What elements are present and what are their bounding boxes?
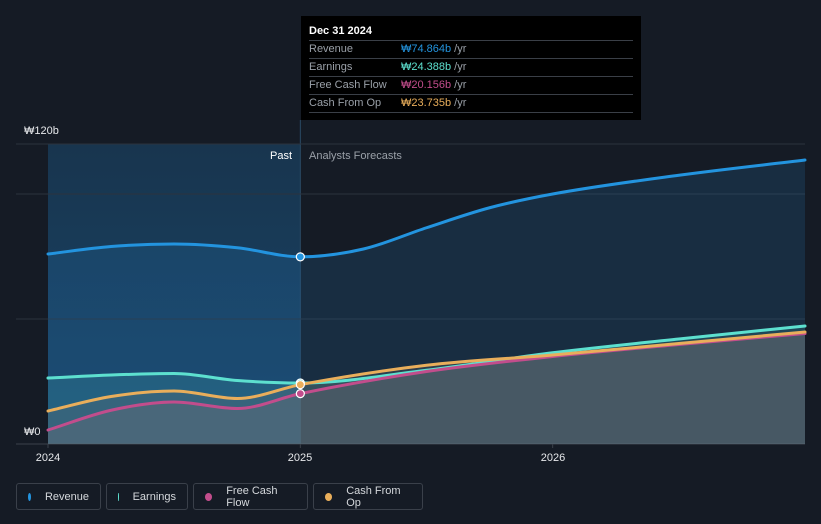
tooltip-row-free-cash-flow: Free Cash Flow ₩20.156b /yr [309, 76, 633, 94]
tooltip-unit: /yr [454, 61, 467, 73]
earnings-dot-icon [118, 492, 119, 501]
x-tick-label-2024: 2024 [35, 452, 61, 464]
earnings-area [48, 326, 805, 444]
tooltip-row-earnings: Earnings ₩24.388b /yr [309, 58, 633, 76]
cash-from-op-dot-icon [325, 492, 333, 501]
tooltip-label: Cash From Op [309, 97, 382, 109]
cash-from-op-line [46, 330, 807, 413]
revenue-dot-icon [28, 492, 31, 501]
legend-label: Cash From Op [346, 484, 401, 509]
legend-label: Earnings [132, 490, 176, 503]
y-tick-label-max: ₩120b [24, 125, 59, 137]
tooltip-value: ₩74.864b [401, 43, 452, 55]
x-tick-label-2026: 2026 [540, 452, 566, 464]
earnings-line [46, 324, 807, 385]
past-region-label: Past [270, 150, 293, 162]
tooltip-value: ₩24.388b [401, 61, 452, 73]
tooltip-row-revenue: Revenue ₩74.864b /yr [309, 40, 633, 58]
tooltip-value: ₩20.156b [401, 79, 452, 91]
forecast-region-label: Analysts Forecasts [309, 150, 402, 162]
tooltip-label: Free Cash Flow [309, 79, 387, 91]
y-tick-label-zero: ₩0 [24, 426, 41, 438]
x-tick-label-2025: 2025 [287, 452, 313, 464]
free-cash-flow-marker [295, 389, 305, 399]
tooltip-date: Dec 31 2024 [309, 25, 372, 37]
legend-label: Free Cash Flow [226, 484, 278, 509]
legend-item-earnings[interactable]: Earnings [106, 483, 188, 510]
free-cash-flow-area [48, 333, 805, 444]
revenue-line [46, 158, 807, 259]
tooltip-row-cash-from-op: Cash From Op ₩23.735b /yr [309, 94, 633, 113]
legend-item-free-cash-flow[interactable]: Free Cash Flow [193, 483, 308, 510]
grid-layer [16, 120, 805, 448]
revenue-area [48, 160, 805, 444]
area-layer [48, 160, 805, 444]
tooltip-label: Revenue [309, 43, 354, 55]
legend-item-revenue[interactable]: Revenue [16, 483, 101, 510]
tooltip-unit: /yr [454, 97, 467, 109]
tooltip-value: ₩23.735b [401, 97, 452, 109]
free-cash-flow-dot-icon [205, 492, 213, 501]
legend-label: Revenue [44, 490, 89, 503]
tooltip-unit: /yr [454, 43, 467, 55]
tooltip-unit: /yr [454, 79, 467, 91]
cash-from-op-area [48, 332, 805, 444]
data-tooltip: Dec 31 2024 Revenue ₩74.864b /yr Earning… [301, 16, 641, 120]
revenue-marker [295, 252, 305, 262]
marker-layer [295, 252, 305, 399]
chart-legend: Revenue Earnings Free Cash Flow Cash Fro… [16, 483, 423, 510]
line-layer [46, 158, 807, 432]
legend-item-cash-from-op[interactable]: Cash From Op [313, 483, 423, 510]
cash-from-op-marker [295, 380, 305, 390]
tooltip-label: Earnings [309, 61, 353, 73]
